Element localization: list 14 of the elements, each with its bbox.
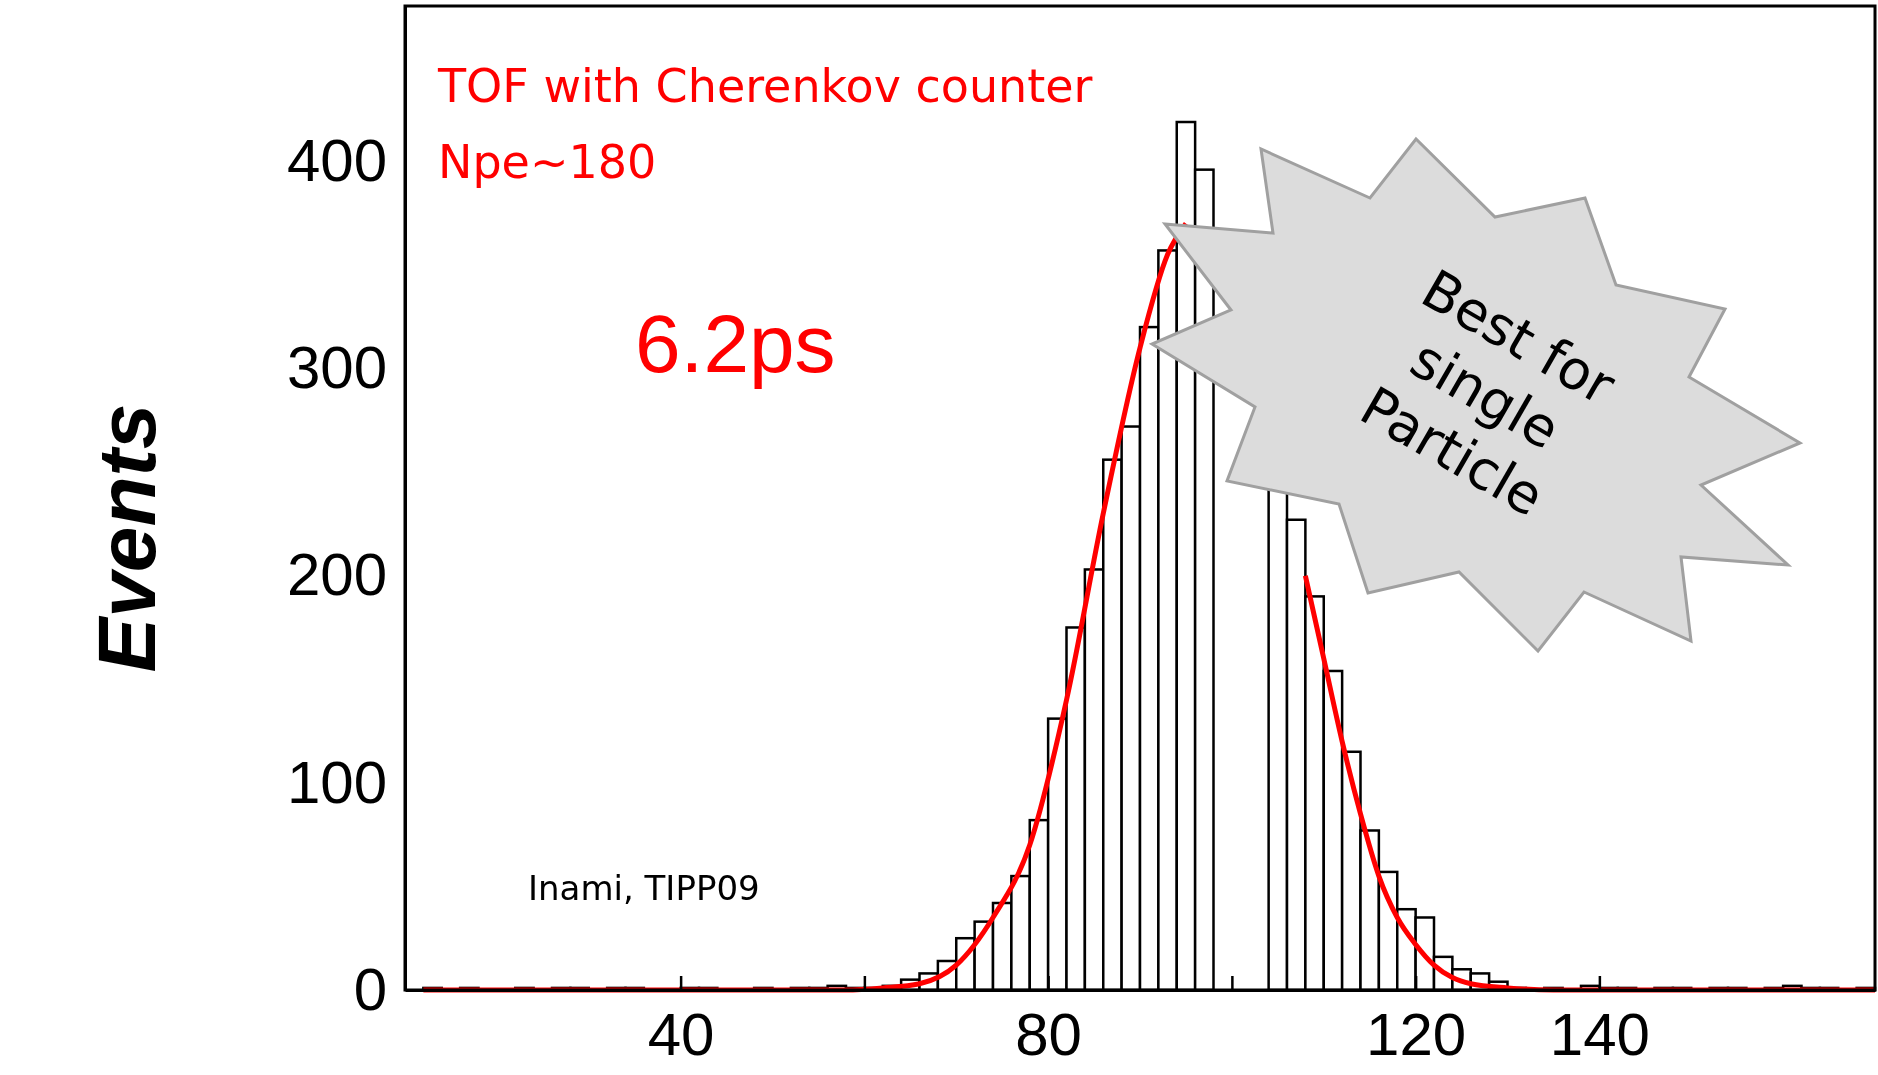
- x-tick-label: 140: [1549, 1000, 1650, 1068]
- x-tick-label: 120: [1366, 1000, 1467, 1068]
- annotation: 6.2ps: [635, 298, 836, 389]
- annotation: TOF with Cherenkov counter: [437, 59, 1093, 113]
- y-axis-title: Events: [81, 403, 172, 673]
- y-tick-label: 0: [353, 955, 387, 1023]
- y-tick-label: 400: [286, 127, 387, 195]
- y-tick-label: 300: [286, 334, 387, 402]
- y-tick-label: 100: [286, 748, 387, 816]
- x-tick-label: 80: [1015, 1000, 1082, 1068]
- y-tick-label: 200: [286, 541, 387, 609]
- annotation: Inami, TIPP09: [528, 868, 760, 908]
- x-tick-label: 40: [647, 1000, 715, 1068]
- annotation: Npe~180: [438, 135, 657, 189]
